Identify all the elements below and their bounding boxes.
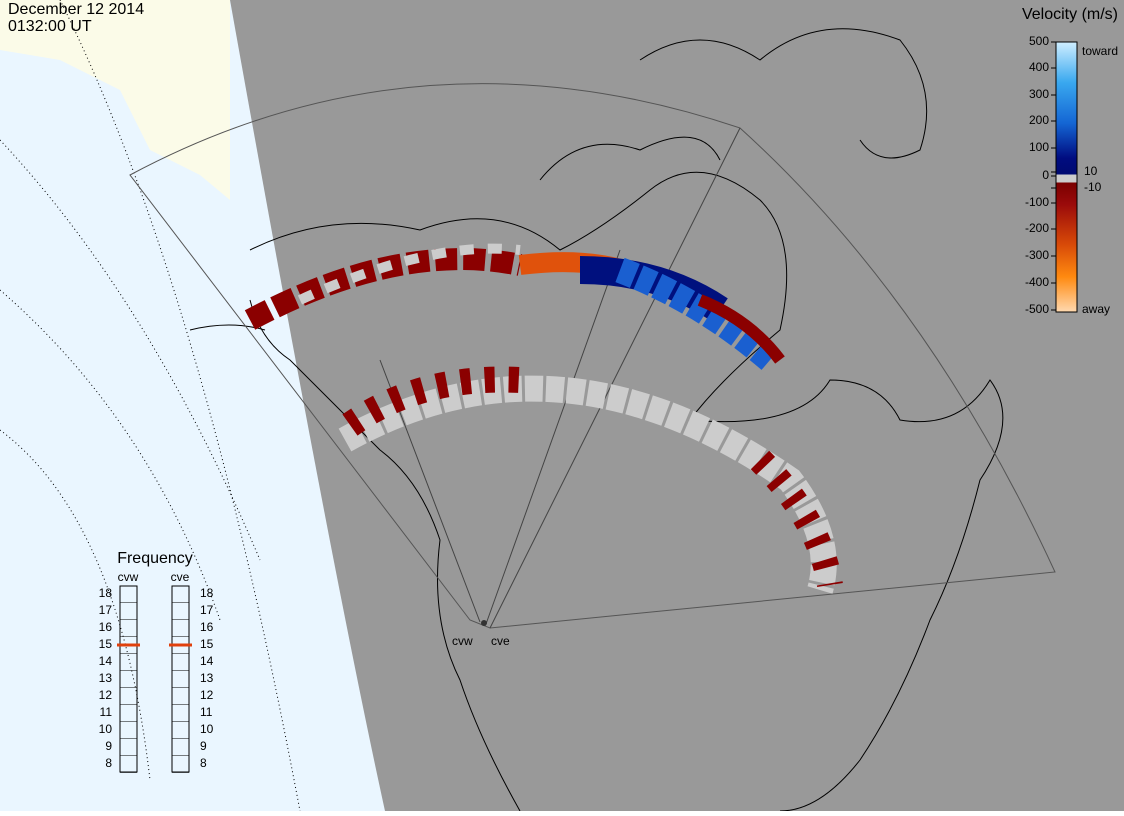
frequency-box (171, 585, 190, 773)
radar-site (481, 620, 487, 626)
frequency-tick-label: 12 (200, 688, 214, 702)
radar-name: cve (171, 570, 190, 584)
colorbar-tick-label: 500 (1029, 34, 1049, 48)
colorbar-tick-label: 300 (1029, 87, 1049, 101)
frequency-tick-label: 14 (200, 654, 214, 668)
colorbar-tick-label: -100 (1025, 195, 1049, 209)
frequency-tick-label: 17 (99, 603, 113, 617)
time: 0132:00 UT (8, 18, 92, 35)
frequency-tick-label: 12 (99, 688, 113, 702)
land-day (0, 0, 230, 200)
frequency-tick-label: 11 (200, 705, 213, 719)
frequency-tick-label: 14 (99, 654, 113, 668)
colorbar-tick-label: 200 (1029, 113, 1049, 127)
frequency-tick-label: 18 (200, 586, 214, 600)
toward-label: toward (1082, 44, 1118, 58)
colorbar-title: Velocity (m/s) (1022, 6, 1118, 23)
frequency-tick-label: 18 (99, 586, 113, 600)
frequency-box (119, 585, 138, 773)
colorbar-tick-label: -500 (1025, 302, 1049, 316)
frequency-tick-label: 11 (100, 705, 113, 719)
frequency-tick-label: 15 (200, 637, 214, 651)
colorbar-tick-label: 0 (1042, 168, 1049, 182)
radar-name: cvw (118, 570, 139, 584)
grid (0, 0, 301, 812)
frequency-tick-label: 13 (99, 671, 113, 685)
frequency-tick-label: 10 (99, 722, 113, 736)
frequency-tick-label: 17 (200, 603, 214, 617)
coastlines (189, 28, 1004, 812)
frequency-tick-label: 9 (105, 739, 112, 753)
frequency-tick-label: 13 (200, 671, 214, 685)
colorbar-tick-label: 10 (1084, 164, 1098, 178)
frequency-tick-label: 8 (105, 756, 112, 770)
date: December 12 2014 (8, 1, 144, 18)
colorbar-tick-label: -10 (1084, 180, 1102, 194)
station-label: cve (491, 634, 510, 648)
colorbar-tick-label: 400 (1029, 60, 1049, 74)
frequency-tick-label: 8 (200, 756, 207, 770)
frequency-tick-label: 15 (99, 637, 113, 651)
station-label: cvw (452, 634, 473, 648)
colorbar-tick-label: -400 (1025, 275, 1049, 289)
frequency-tick-label: 10 (200, 722, 214, 736)
frequency-tick-label: 16 (200, 620, 214, 634)
frequency-title: Frequency (117, 550, 193, 567)
scatter-cells (244, 243, 843, 594)
colorbar-tick-label: -300 (1025, 248, 1049, 262)
colorbar (1055, 41, 1078, 313)
away-label: away (1082, 302, 1110, 316)
colorbar-tick-label: 100 (1029, 140, 1049, 154)
colorbar-tick-label: -200 (1025, 221, 1049, 235)
frequency-tick-label: 9 (200, 739, 207, 753)
frequency-tick-label: 16 (99, 620, 113, 634)
